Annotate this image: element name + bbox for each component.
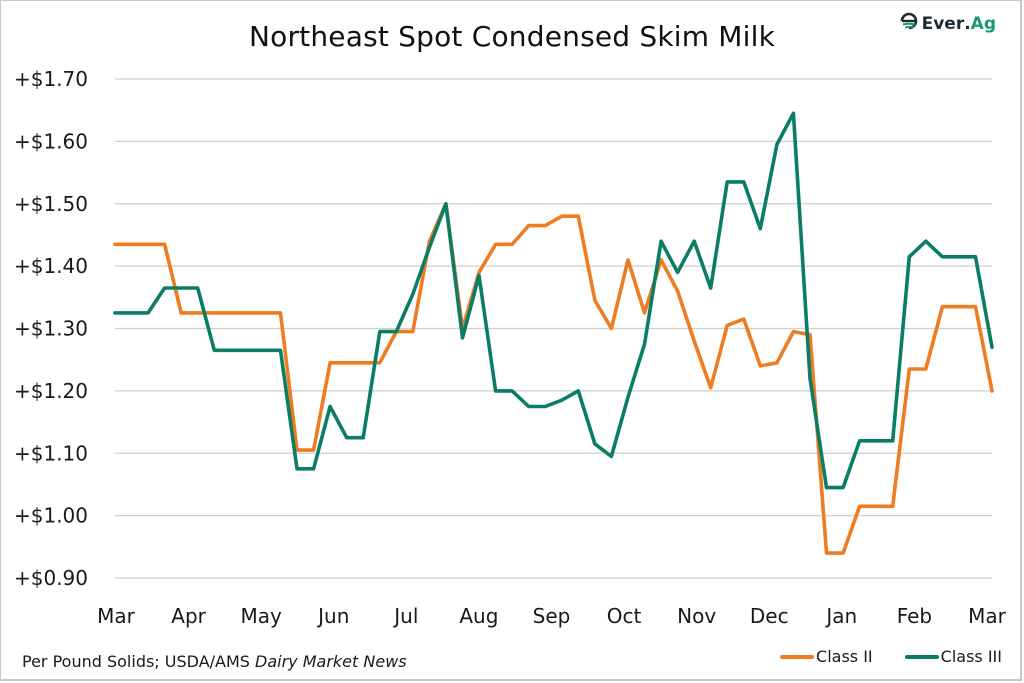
legend-label-class-ii: Class II (816, 647, 873, 666)
everag-logo: Ever. Ag (899, 12, 996, 35)
x-tick-label: Oct (607, 604, 642, 628)
x-tick-label: Mar (968, 604, 1007, 628)
x-tick-label: Jan (824, 604, 857, 628)
source-prefix: Per Pound Solids; USDA/AMS (22, 652, 256, 671)
x-tick-label: Apr (171, 604, 206, 628)
y-tick-label: +$1.20 (14, 379, 88, 403)
x-tick-label: Jul (392, 604, 418, 628)
x-tick-label: Dec (750, 604, 789, 628)
y-tick-label: +$1.30 (14, 317, 88, 341)
legend-item-class-ii: Class II (780, 647, 873, 666)
x-axis-ticks: Mar Apr May Jun Jul Aug Sep Oct Nov Dec Jan Feb Mar (97, 604, 1007, 628)
series-line-class-ii (113, 202, 994, 555)
y-tick-label: +$1.50 (14, 192, 88, 216)
chart-title: Northeast Spot Condensed Skim Milk (248, 20, 776, 53)
x-tick-label: Nov (677, 604, 716, 628)
logo-text-ag: Ag (970, 13, 996, 34)
x-tick-label: May (240, 604, 282, 628)
x-tick-label: Aug (459, 604, 498, 628)
y-tick-label: +$1.10 (14, 441, 88, 465)
y-tick-label: +$1.70 (14, 67, 88, 91)
logo-text-dot: . (964, 13, 971, 34)
source-note: Per Pound Solids; USDA/AMS Dairy Market … (22, 652, 407, 671)
everag-logo-icon (899, 12, 919, 35)
series-line-class-iii (113, 111, 994, 490)
y-axis-ticks: +$1.70 +$1.60 +$1.50 +$1.40 +$1.30 +$1.20 +$1.… (14, 67, 88, 590)
legend-label-class-iii: Class III (940, 647, 1002, 666)
x-tick-label: Jun (316, 604, 349, 628)
y-tick-label: +$1.00 (14, 504, 88, 528)
x-tick-label: Sep (533, 604, 571, 628)
chart-legend: Class II Class III (780, 647, 1002, 666)
legend-swatch-class-ii (780, 654, 815, 659)
x-tick-label: Feb (897, 604, 932, 628)
legend-item-class-iii: Class III (904, 647, 1002, 666)
y-tick-label: +$0.90 (14, 566, 88, 590)
gridlines (115, 78, 992, 579)
series-lines (113, 111, 994, 555)
y-tick-label: +$1.40 (14, 254, 88, 278)
source-publication: Dairy Market News (255, 652, 407, 671)
logo-text-ever: Ever (921, 13, 965, 34)
y-tick-label: +$1.60 (14, 129, 88, 153)
x-tick-label: Mar (97, 604, 136, 628)
legend-swatch-class-iii (904, 654, 939, 659)
